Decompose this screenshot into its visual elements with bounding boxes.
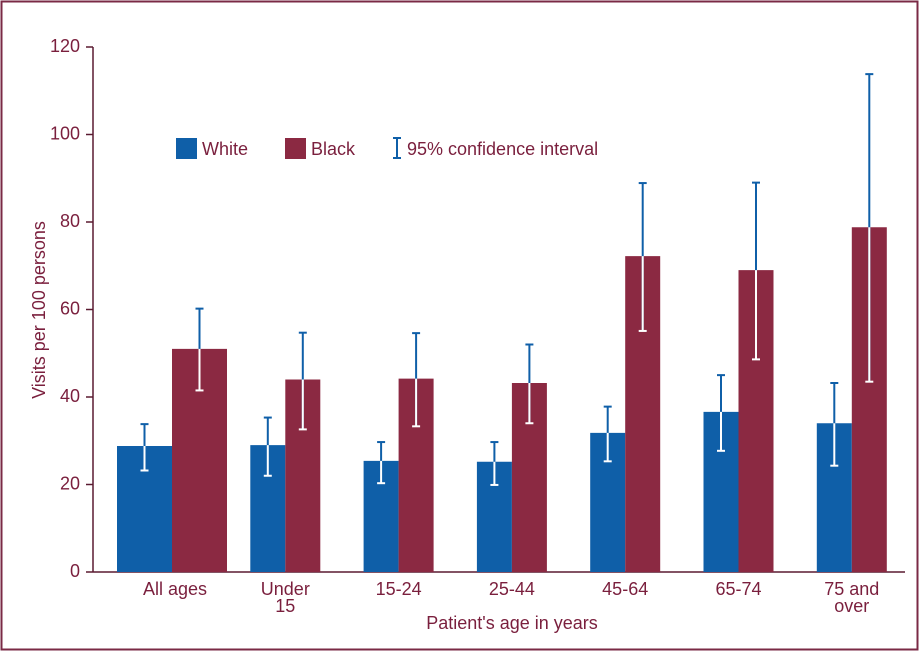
legend-label: Black [311,139,356,159]
x-tick-label: 75 and [824,579,879,599]
y-axis-label: Visits per 100 persons [29,221,49,399]
y-tick-label: 40 [60,386,80,406]
legend-label: 95% confidence interval [407,139,598,159]
y-tick-label: 20 [60,473,80,493]
x-tick-label: 65-74 [715,579,761,599]
x-tick-label: All ages [143,579,207,599]
x-tick-label: over [834,596,869,616]
x-axis-label: Patient's age in years [426,613,598,633]
legend-label: White [202,139,248,159]
legend-swatch [285,138,306,159]
legend-swatch [176,138,197,159]
x-tick-label: Under [261,579,310,599]
y-tick-label: 0 [70,561,80,581]
y-tick-label: 60 [60,298,80,318]
x-tick-label: 15-24 [376,579,422,599]
x-tick-label: 45-64 [602,579,648,599]
y-tick-label: 120 [50,36,80,56]
x-tick-label: 25-44 [489,579,535,599]
y-tick-label: 100 [50,123,80,143]
x-tick-label: 15 [275,596,295,616]
y-tick-label: 80 [60,211,80,231]
